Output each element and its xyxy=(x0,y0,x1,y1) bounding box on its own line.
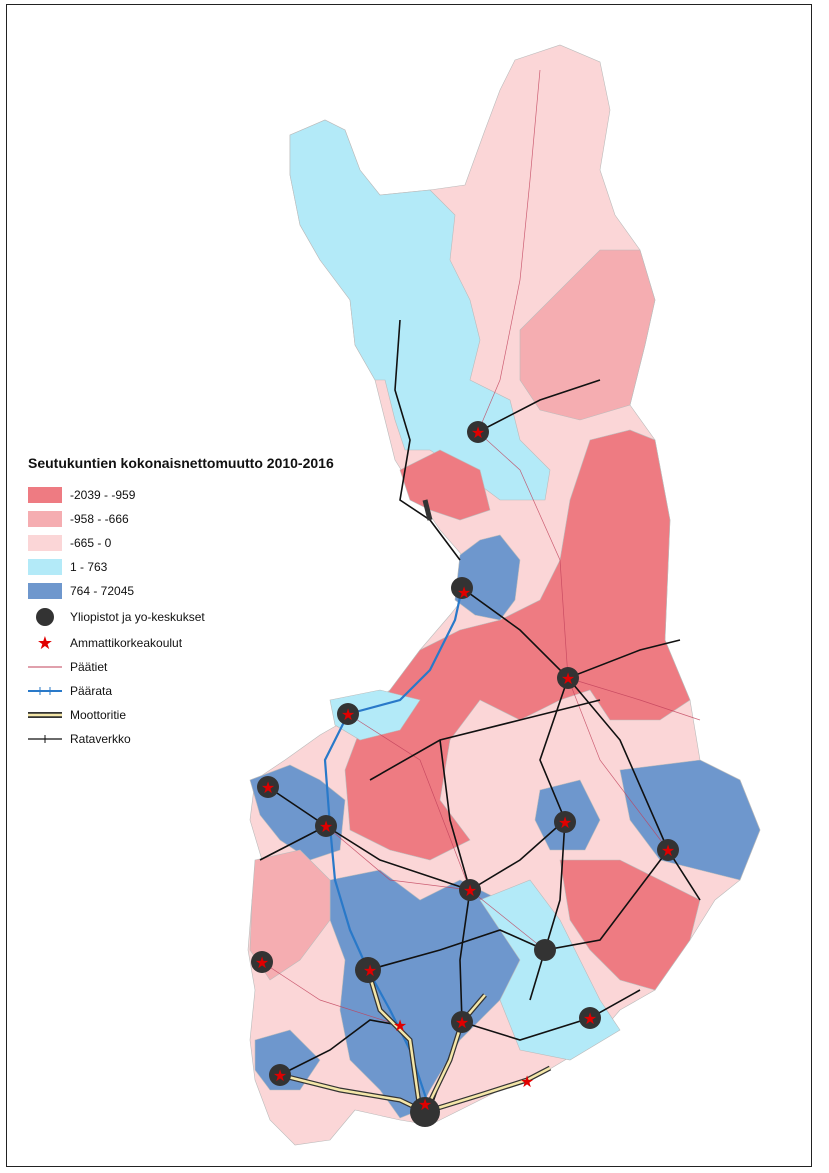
university-dot-icon xyxy=(467,421,489,443)
legend-class-2: -958 - -666 xyxy=(28,507,368,531)
legend-class-5: 764 - 72045 xyxy=(28,579,368,603)
map-legend: Seutukuntien kokonaisnettomuutto 2010-20… xyxy=(28,455,368,751)
star-icon: ★ xyxy=(363,961,377,980)
university-dot-icon xyxy=(451,1011,473,1033)
university-dot-icon xyxy=(657,839,679,861)
legend-symbol-motorway: Moottoritie xyxy=(28,703,368,727)
legend-symbol-railway-network: Rataverkko xyxy=(28,727,368,751)
star-icon: ★ xyxy=(341,705,355,724)
university-dot-icon xyxy=(28,608,62,626)
legend-label: Ammattikorkeakoulut xyxy=(70,636,183,650)
star-icon: ★ xyxy=(471,423,485,442)
legend-swatch xyxy=(28,535,62,551)
region-sw-pink xyxy=(249,849,331,981)
railway-network xyxy=(259,319,701,1111)
legend-swatch xyxy=(28,559,62,575)
region-south-blue xyxy=(329,869,521,1119)
legend-label: Moottoritie xyxy=(70,708,127,722)
region-oulu xyxy=(454,534,521,621)
university-dot-icon xyxy=(534,939,556,961)
legend-class-1: -2039 - -959 xyxy=(28,483,368,507)
legend-label: -2039 - -959 xyxy=(70,488,136,502)
star-icon: ★ xyxy=(261,778,275,797)
legend-swatch xyxy=(28,511,62,527)
legend-swatch xyxy=(28,487,62,503)
star-icon: ★ xyxy=(463,881,477,900)
star-icon: ★ xyxy=(36,633,54,653)
legend-label: -958 - -666 xyxy=(70,512,129,526)
legend-label: -665 - 0 xyxy=(70,536,112,550)
legend-label: Rataverkko xyxy=(70,732,131,746)
star-icon: ★ xyxy=(457,583,471,602)
star-icon: ★ xyxy=(661,841,675,860)
university-dot-icon xyxy=(269,1064,291,1086)
university-dot-icon xyxy=(315,815,337,837)
legend-label: Päätiet xyxy=(70,660,108,674)
legend-class-3: -665 - 0 xyxy=(28,531,368,555)
university-dot-icon xyxy=(557,667,579,689)
legend-symbol-university: Yliopistot ja yo-keskukset xyxy=(28,603,368,631)
legend-swatch xyxy=(28,583,62,599)
region-ne xyxy=(519,249,656,421)
university-dot-icon xyxy=(337,703,359,725)
region-nw xyxy=(289,119,551,501)
university-markers xyxy=(251,421,679,1127)
legend-label: 764 - 72045 xyxy=(70,584,135,598)
university-dot-icon xyxy=(579,1007,601,1029)
legend-symbol-uas: ★ Ammattikorkeakoulut xyxy=(28,631,368,655)
railway-network-line-icon xyxy=(28,730,62,748)
region-se-red xyxy=(559,859,701,991)
university-dot-icon xyxy=(459,879,481,901)
star-icon: ★ xyxy=(393,1016,407,1035)
main-railway-line-icon xyxy=(28,682,62,700)
star-icon: ★ xyxy=(455,1013,469,1032)
motorway-line-icon xyxy=(28,706,62,724)
star-icon: ★ xyxy=(561,669,575,688)
legend-label: Päärata xyxy=(70,684,113,698)
star-icon: ★ xyxy=(319,817,333,836)
star-icon: ★ xyxy=(418,1095,432,1114)
university-dot-icon xyxy=(410,1097,440,1127)
legend-title: Seutukuntien kokonaisnettomuutto 2010-20… xyxy=(28,455,334,471)
region-east-central xyxy=(344,429,691,861)
university-dot-icon xyxy=(251,951,273,973)
main-road-line-icon xyxy=(28,658,62,676)
legend-symbol-main-roads: Päätiet xyxy=(28,655,368,679)
star-icon: ★ xyxy=(273,1066,287,1085)
region-joensuu-blue xyxy=(619,759,761,881)
star-icon: ★ xyxy=(583,1009,597,1028)
legend-symbol-main-railway: Päärata xyxy=(28,679,368,703)
star-icon: ★ xyxy=(558,813,572,832)
university-dot-icon xyxy=(554,811,576,833)
region-west-red xyxy=(399,449,491,521)
legend-label: 1 - 763 xyxy=(70,560,108,574)
legend-class-4: 1 - 763 xyxy=(28,555,368,579)
university-dot-icon xyxy=(257,776,279,798)
university-dot-icon xyxy=(451,577,473,599)
region-vaasa-lightblue xyxy=(329,689,421,741)
legend-label: Yliopistot ja yo-keskukset xyxy=(70,610,205,624)
star-icon: ★ xyxy=(520,1072,534,1091)
star-icon: ★ xyxy=(255,953,269,972)
university-dot-icon xyxy=(355,957,381,983)
uas-markers: ★ ★ ★ ★ ★ ★ ★ ★ ★ ★ ★ ★ ★ ★ ★ ★ ★ xyxy=(255,423,675,1114)
